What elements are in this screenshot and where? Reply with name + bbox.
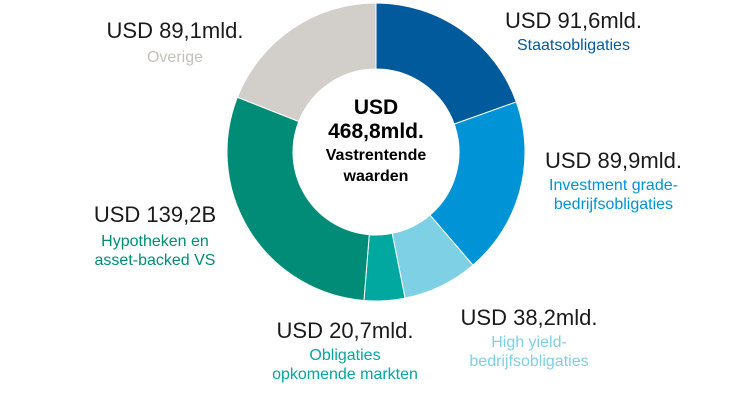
category-high-yield-line2: bedrijfsobligaties — [469, 352, 589, 370]
value-other: USD 89,1mld. — [106, 18, 244, 43]
center-caption-line2: waarden — [343, 168, 409, 186]
label-staatsobligaties: USD 91,6mld. Staatsobligaties — [505, 8, 642, 56]
donut-slice-6 — [236, 2, 377, 123]
label-mortgages: USD 139,2B Hypotheken en asset-backed VS — [70, 202, 240, 270]
category-mortgages-line1: Hypotheken en — [101, 233, 209, 251]
center-caption-line1: Vastrentende — [325, 147, 427, 165]
category-emerging-markets-line1: Obligaties — [309, 347, 381, 365]
category-staatsobligaties: Staatsobligaties — [516, 37, 630, 55]
label-emerging-markets: USD 20,7mld. Obligaties opkomende markte… — [256, 318, 434, 384]
category-high-yield-line1: High yield- — [491, 334, 567, 352]
category-other: Overige — [146, 49, 204, 67]
label-investment-grade: USD 89,9mld. Investment grade- bedrijfso… — [545, 148, 682, 214]
donut-center-label: USD 468,8mld. Vastrentende waarden — [306, 96, 446, 187]
category-emerging-markets-line2: opkomende markten — [272, 365, 418, 383]
center-total-value: 468,8mld. — [328, 120, 424, 144]
donut-slice-5 — [226, 96, 370, 302]
center-currency: USD — [353, 96, 399, 119]
label-other: USD 89,1mld. Overige — [96, 18, 254, 68]
value-mortgages: USD 139,2B — [93, 202, 217, 227]
label-high-yield: USD 38,2mld. High yield- bedrijfsobligat… — [446, 305, 612, 371]
value-high-yield: USD 38,2mld. — [460, 305, 598, 330]
value-investment-grade: USD 89,9mld. — [545, 148, 682, 173]
value-staatsobligaties: USD 91,6mld. — [505, 8, 642, 33]
value-emerging-markets: USD 20,7mld. — [276, 318, 414, 343]
category-investment-grade-line1: Investment grade- — [549, 177, 678, 195]
category-mortgages-line2: asset-backed VS — [94, 251, 216, 269]
category-investment-grade-line2: bedrijfsobligaties — [553, 195, 674, 213]
